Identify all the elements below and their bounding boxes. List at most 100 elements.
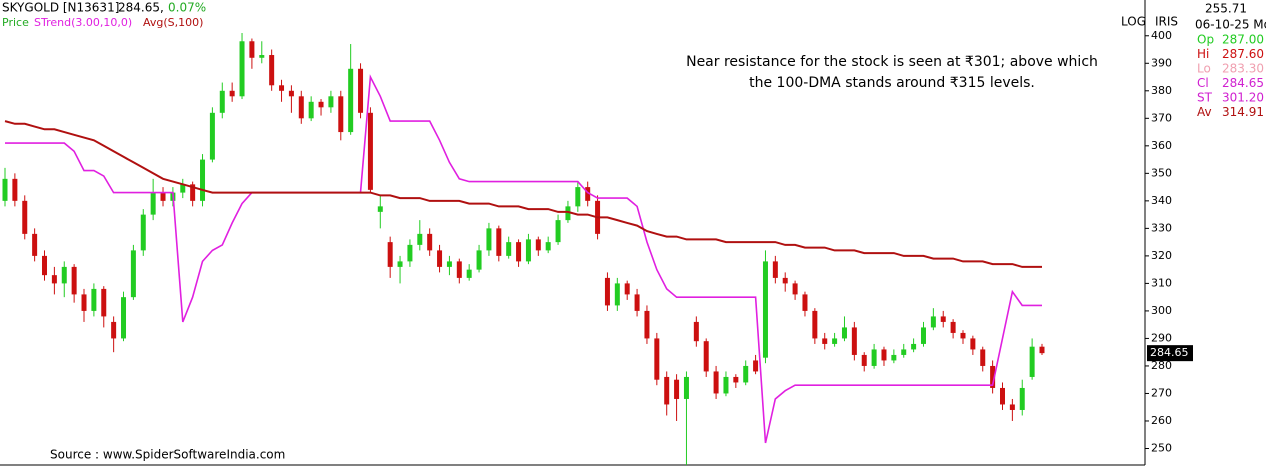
candle-body: [348, 68, 354, 133]
candle-body: [358, 68, 364, 113]
candle-body: [525, 239, 531, 262]
candle-body: [318, 101, 324, 108]
line-series: [5, 74, 1042, 444]
candle-body: [150, 192, 156, 215]
change: 0.07%: [168, 1, 206, 15]
candle-body: [960, 332, 966, 339]
candle-body: [456, 261, 462, 278]
y-tick-label: 280: [1151, 359, 1172, 372]
candle-body: [328, 96, 334, 108]
candle-body: [911, 343, 917, 350]
info-value: 283.30: [1222, 62, 1264, 76]
candle-body: [397, 261, 403, 267]
candle-body: [417, 233, 423, 245]
candle-body: [288, 90, 294, 97]
info-date: 06-10-25 Mo: [1195, 18, 1266, 32]
candle-body: [871, 349, 877, 366]
candle-body: [239, 41, 245, 97]
candle-body: [121, 297, 127, 339]
y-tick-label: 350: [1151, 166, 1172, 179]
info-label: Lo: [1197, 62, 1211, 76]
candle-body: [1039, 346, 1045, 354]
y-tick-label: 260: [1151, 414, 1172, 427]
candle-body: [22, 200, 28, 234]
candle-body: [832, 338, 838, 344]
y-tick-label: 300: [1151, 304, 1172, 317]
candle-body: [940, 316, 946, 322]
candle-body: [772, 261, 778, 278]
candle-body: [683, 376, 689, 399]
info-value: 314.91: [1222, 105, 1264, 119]
candle-body: [1009, 404, 1015, 410]
info-label: ST: [1197, 91, 1213, 105]
last-value: 284.65,: [118, 1, 164, 15]
info-value: 284.65: [1222, 76, 1264, 90]
price-legend: Price: [2, 16, 29, 29]
y-tick-label: 400: [1151, 29, 1172, 42]
annotation: the 100-DMA stands around ₹315 levels.: [749, 75, 1035, 91]
y-tick-label: 320: [1151, 249, 1172, 262]
info-value: 287.60: [1222, 47, 1264, 61]
y-tick-label: 370: [1151, 111, 1172, 124]
candle-body: [950, 321, 956, 333]
candle-body: [367, 112, 373, 190]
candle-body: [160, 192, 166, 201]
candle-body: [920, 327, 926, 344]
candle-body: [1019, 387, 1025, 410]
candle-body: [377, 206, 383, 212]
candle-body: [555, 220, 561, 243]
info-label: Av: [1197, 105, 1212, 119]
candle-body: [891, 354, 897, 361]
legend-strend: STrend(3.00,10,0): [34, 16, 132, 29]
candle-body: [545, 242, 551, 251]
y-tick-label: 310: [1151, 276, 1172, 289]
candle-body: [269, 55, 275, 86]
y-tick-label: 340: [1151, 194, 1172, 207]
candle-body: [693, 321, 699, 342]
candle-body: [496, 228, 502, 256]
candle-body: [851, 327, 857, 355]
candle-body: [2, 178, 8, 201]
candle-body: [446, 261, 452, 267]
candle-body: [654, 338, 660, 380]
candle-body: [308, 101, 314, 119]
legend-avg: Avg(S,100): [143, 16, 203, 29]
candle-body: [901, 349, 907, 355]
candle-body: [535, 239, 541, 251]
candle-body: [180, 184, 186, 193]
candle-body: [298, 96, 304, 119]
candle-body: [437, 250, 443, 267]
candle-body: [387, 242, 393, 267]
candle-body: [634, 294, 640, 311]
candle-body: [664, 376, 670, 405]
candle-body: [743, 365, 749, 383]
candle-body: [930, 316, 936, 328]
scale-label: IRIS: [1155, 15, 1178, 29]
candle-body: [733, 376, 739, 383]
candle-body: [999, 387, 1005, 405]
candle-body: [782, 277, 788, 284]
candle-body: [506, 242, 512, 256]
candle-body: [140, 214, 146, 251]
candle-body: [61, 266, 67, 284]
y-tick-label: 360: [1151, 139, 1172, 152]
candle-body: [861, 354, 867, 366]
line-series: [4, 120, 1042, 268]
candle-body: [723, 376, 729, 394]
candle-body: [516, 242, 522, 262]
scale-label: LOG: [1121, 15, 1146, 29]
info-label: Op: [1197, 33, 1214, 47]
y-tick-label: 390: [1151, 56, 1172, 69]
info-value: 287.00: [1222, 33, 1264, 47]
candle-body: [614, 283, 620, 306]
candle-body: [644, 310, 650, 339]
candle-body: [792, 283, 798, 295]
candle-body: [427, 233, 433, 251]
candle-body: [209, 112, 215, 160]
candle-body: [585, 187, 591, 201]
info-label: Cl: [1197, 76, 1209, 90]
candle-body: [42, 255, 48, 276]
candle-body: [259, 55, 265, 58]
candle-body: [91, 288, 97, 311]
